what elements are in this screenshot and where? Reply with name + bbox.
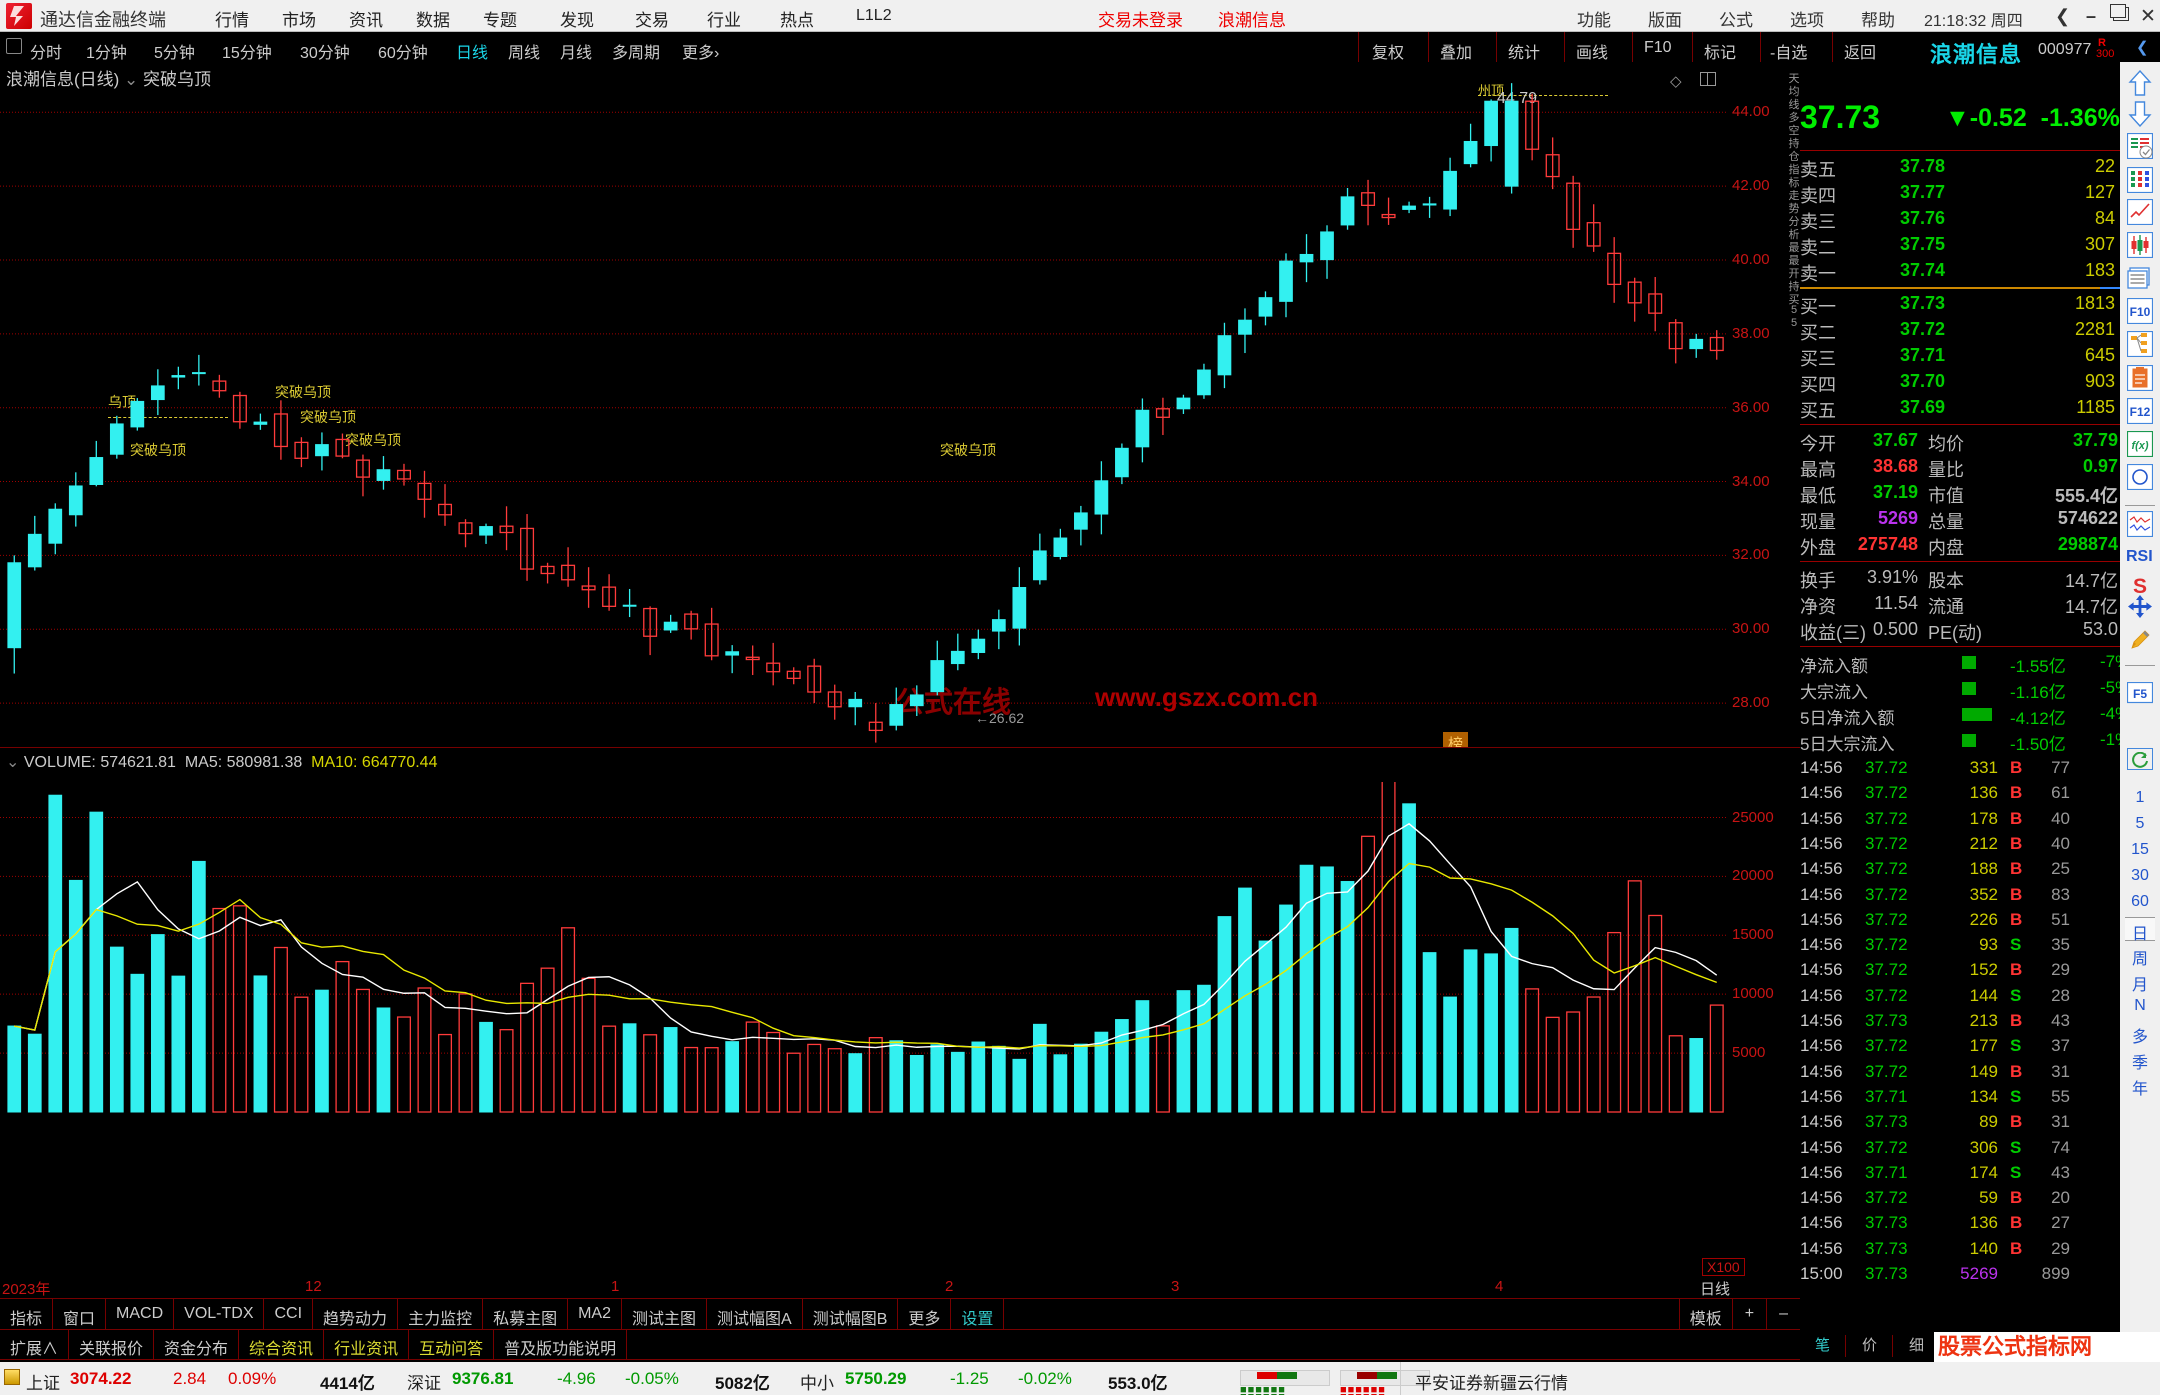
svg-text:f(x): f(x) — [2131, 440, 2148, 452]
svg-text:F12: F12 — [2130, 405, 2151, 419]
svg-text:F10: F10 — [2130, 305, 2151, 319]
svg-text:F5: F5 — [2133, 687, 2147, 701]
